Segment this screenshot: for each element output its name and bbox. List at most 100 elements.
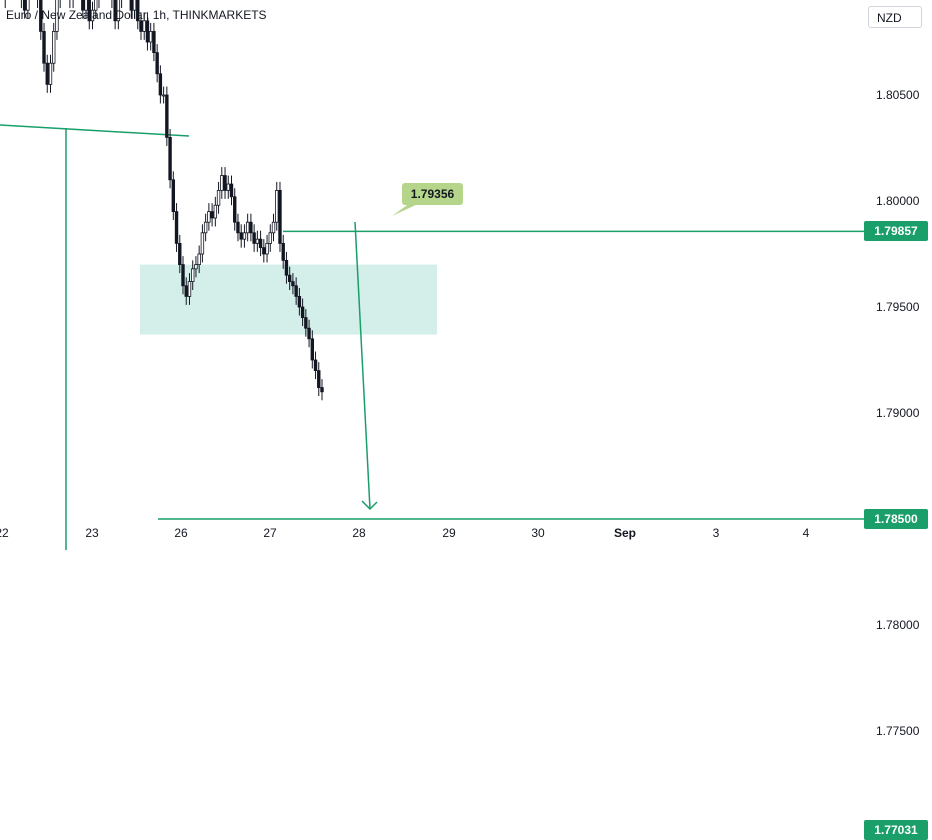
candle-body [161, 94, 166, 97]
candle-body [252, 232, 256, 244]
y-tick-label: 1.80500 [876, 88, 920, 102]
candle-body [158, 73, 163, 96]
candle-body [194, 264, 198, 270]
candle-body [187, 281, 192, 297]
x-tick-label: 3 [712, 526, 720, 540]
candle-body [223, 175, 227, 191]
y-tick-label: 1.77500 [876, 724, 920, 738]
candle-body [255, 238, 260, 244]
candle-body [197, 253, 201, 266]
candle-body [181, 264, 185, 287]
x-tick-label: 30 [531, 526, 545, 540]
candle-body [220, 175, 224, 191]
candle-body [265, 242, 269, 255]
candle-body [317, 370, 321, 388]
candle-body [42, 30, 46, 64]
candle-body [320, 387, 324, 393]
candle-body [216, 189, 221, 206]
x-tick-label: Sep [613, 526, 637, 540]
candle-body [26, 0, 30, 11]
candle-body [174, 211, 179, 244]
candle-body [213, 204, 218, 219]
candle-body [203, 221, 208, 234]
price-callout: 1.79356 [402, 183, 463, 205]
candle-body [200, 232, 205, 255]
y-tick-label: 1.80000 [876, 194, 920, 208]
candle-body [84, 0, 88, 11]
target-arrow-head [361, 500, 378, 511]
candle-body [81, 0, 85, 11]
candle-body [39, 0, 43, 32]
candle-body [310, 338, 315, 361]
candle-body [152, 30, 156, 54]
candle-body [281, 242, 285, 261]
candle-body [145, 20, 150, 43]
x-tick-label: 28 [352, 526, 366, 540]
candle-body [45, 62, 49, 85]
candle-body [297, 295, 302, 308]
candle-body [245, 221, 250, 234]
candle-body [229, 183, 234, 198]
chart-plot[interactable] [0, 0, 932, 550]
candle-body [268, 232, 272, 244]
y-tick-label: 1.79500 [876, 300, 920, 314]
x-tick-label: 23 [85, 526, 99, 540]
candle-body [55, 0, 59, 32]
y-tick-label: 1.78000 [876, 618, 920, 632]
candle-body [291, 281, 295, 287]
candle-body [236, 221, 240, 234]
candle-body [148, 30, 153, 43]
chart-title: Euro / New Zealand Dollar, 1h, THINKMARK… [6, 8, 267, 22]
x-tick-label: 29 [442, 526, 456, 540]
x-tick-label: 26 [174, 526, 188, 540]
candle-body [184, 285, 188, 297]
candle-body [142, 20, 146, 32]
candle-body [233, 196, 237, 223]
candle-body [287, 274, 292, 282]
y-tick-label: 1.79000 [876, 406, 920, 420]
candle-body [249, 221, 253, 234]
candle-body [307, 327, 311, 340]
candle-body [87, 0, 91, 22]
candle-body [304, 317, 308, 329]
x-tick-label: 4 [802, 526, 810, 540]
level-price-badge: 1.77031 [864, 820, 928, 840]
candle-body [52, 30, 56, 64]
currency-selector[interactable]: NZD [868, 6, 922, 28]
candle-body [94, 0, 98, 11]
candle-body [132, 0, 137, 11]
candle-body [242, 232, 247, 240]
candle-body [210, 211, 214, 219]
candle-body [207, 211, 211, 223]
candle-body [313, 359, 318, 371]
candle-body [165, 94, 169, 138]
candle-body [129, 0, 133, 11]
candle-body [139, 20, 143, 32]
x-tick-label: 22 [0, 526, 9, 540]
candle-body [294, 285, 298, 297]
candle-body [90, 9, 95, 22]
callout-pointer [392, 203, 420, 216]
level-price-badge: 1.79857 [864, 221, 928, 242]
candle-body [191, 268, 195, 282]
candle-body [262, 247, 266, 255]
candle-body [113, 0, 117, 22]
candle-body [300, 306, 305, 318]
candle-body [171, 179, 176, 213]
candle-body [226, 183, 230, 191]
candle-body [22, 0, 27, 11]
candle-body [155, 52, 159, 75]
candle-body [278, 189, 282, 244]
candle-body [271, 221, 276, 234]
candle-body [48, 62, 53, 85]
target-arrow-shaft [354, 221, 371, 510]
candle-body [275, 189, 279, 223]
level-price-badge: 1.78500 [864, 509, 928, 529]
trend-line [0, 124, 190, 137]
candle-body [168, 136, 172, 181]
candle-body [239, 232, 243, 240]
candle-body [136, 0, 140, 22]
candle-body [258, 238, 263, 249]
candle-body [284, 259, 289, 276]
candle-body [116, 0, 121, 22]
